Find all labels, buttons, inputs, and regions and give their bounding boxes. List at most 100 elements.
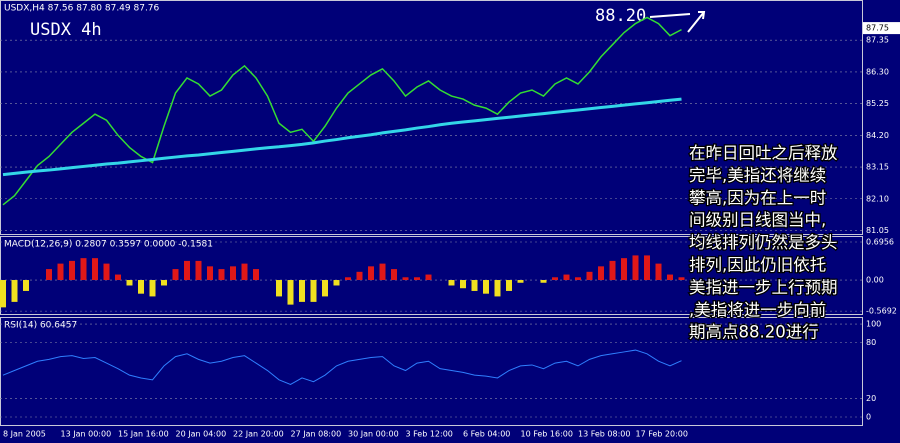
histogram-bar — [23, 280, 29, 291]
histogram-bar — [552, 277, 558, 281]
y-tick-label: 0.6956 — [866, 237, 894, 246]
histogram-bar — [563, 274, 570, 281]
macd-header: MACD(12,26,9) 0.2807 0.3597 0.0000 -0.15… — [4, 240, 213, 250]
histogram-bar — [184, 260, 190, 281]
y-tick-label: 81.05 — [866, 226, 889, 235]
note-line: 均线排列仍然是多头 — [689, 233, 838, 252]
histogram-bar — [356, 271, 363, 281]
note-line: 间级别日线图当中, — [689, 211, 826, 230]
histogram-bar — [310, 280, 317, 302]
x-tick-label: 13 Feb 08:00 — [578, 430, 630, 439]
histogram-bar — [345, 277, 351, 281]
price-panel — [0, 0, 863, 235]
note-line: 攀高,因为在上一时 — [689, 188, 826, 207]
histogram-bar — [448, 280, 455, 286]
x-tick-label: 3 Feb 12:00 — [406, 430, 453, 439]
histogram-bar — [678, 277, 685, 281]
histogram-bar — [138, 280, 144, 294]
current-price: 87.75 — [866, 24, 889, 33]
histogram-bar — [276, 280, 282, 297]
histogram-bar — [161, 280, 167, 286]
histogram-bar — [172, 269, 179, 281]
histogram-bar — [11, 280, 18, 302]
note-line: 期高点88.20进行 — [689, 323, 819, 342]
note-line: 在昨日回吐之后释放 — [689, 144, 838, 163]
rsi-header: RSI(14) 60.6457 — [4, 321, 77, 331]
histogram-bar — [126, 280, 133, 286]
histogram-bar — [333, 280, 340, 286]
histogram-bar — [46, 269, 52, 281]
note-line: 美指进一步上行预期 — [689, 278, 838, 297]
histogram-bar — [540, 280, 547, 283]
histogram-bar — [69, 260, 75, 281]
y-tick-label: 82.10 — [866, 194, 889, 203]
histogram-bar — [149, 280, 156, 297]
histogram-bar — [299, 280, 305, 302]
note-line: 完毕,美指还将继续 — [689, 166, 826, 185]
rsi-panel — [0, 317, 863, 426]
histogram-bar — [425, 274, 432, 281]
histogram-bar — [195, 260, 202, 281]
histogram-bar — [632, 255, 639, 281]
line — [2, 97, 682, 177]
histogram-bar — [218, 269, 225, 281]
x-tick-label: 13 Jan 00:00 — [61, 430, 112, 439]
histogram-bar — [517, 280, 524, 283]
y-tick-label: 86.30 — [866, 67, 889, 76]
histogram-bar — [598, 266, 604, 281]
histogram-bar — [506, 280, 512, 291]
x-tick-label: 22 Jan 20:00 — [233, 430, 284, 439]
histogram-bar — [644, 255, 650, 281]
y-tick-label: 80 — [866, 338, 876, 347]
histogram-bar — [253, 269, 259, 281]
symbol-label: USDX 4h — [30, 20, 102, 40]
y-tick-label: 84.20 — [866, 131, 889, 140]
x-tick-label: 30 Jan 00:00 — [348, 430, 399, 439]
histogram-bar — [287, 280, 294, 305]
x-tick-label: 17 Feb 20:00 — [636, 430, 688, 439]
histogram-bar — [0, 280, 6, 308]
note-line: 排列,因此仍旧依托 — [689, 256, 826, 275]
y-tick-label: 100 — [866, 320, 881, 329]
y-tick-label: 20 — [866, 394, 876, 403]
histogram-bar — [322, 280, 328, 297]
histogram-bar — [609, 260, 616, 281]
histogram-bar — [57, 263, 64, 281]
histogram-bar — [103, 263, 110, 281]
price-header: USDX,H4 87.56 87.80 87.49 87.76 — [4, 4, 160, 14]
histogram-bar — [230, 266, 236, 281]
histogram-bar — [368, 266, 374, 281]
y-tick-label: 85.25 — [866, 99, 889, 108]
x-tick-label: 20 Jan 04:00 — [176, 430, 227, 439]
x-tick-label: 27 Jan 08:00 — [291, 430, 342, 439]
histogram-bar — [414, 277, 420, 281]
y-tick-label: -0.5692 — [866, 307, 897, 316]
histogram-bar — [471, 280, 478, 291]
note-line: ,美指将进一步向前 — [689, 300, 826, 319]
histogram-bar — [115, 274, 121, 281]
histogram-bar — [379, 263, 386, 281]
x-tick-label: 15 Jan 16:00 — [118, 430, 169, 439]
histogram-bar — [402, 277, 409, 281]
histogram-bar — [586, 271, 593, 281]
histogram-bar — [80, 258, 87, 281]
target-label: 88.20 — [595, 6, 646, 26]
histogram-bar — [575, 277, 581, 281]
histogram-bar — [621, 258, 627, 281]
arrow — [649, 11, 706, 33]
y-tick-label: 0 — [866, 413, 871, 422]
macd-panel — [0, 236, 863, 315]
histogram-bar — [241, 263, 248, 281]
y-tick-label: 87.35 — [866, 36, 889, 45]
x-tick-label: 8 Jan 2005 — [3, 430, 46, 439]
histogram-bar — [483, 280, 489, 294]
y-tick-label: 83.15 — [866, 163, 889, 172]
current-price-box — [863, 22, 900, 35]
histogram-bar — [92, 258, 98, 281]
histogram-bar — [667, 274, 673, 281]
histogram-bar — [207, 266, 213, 281]
